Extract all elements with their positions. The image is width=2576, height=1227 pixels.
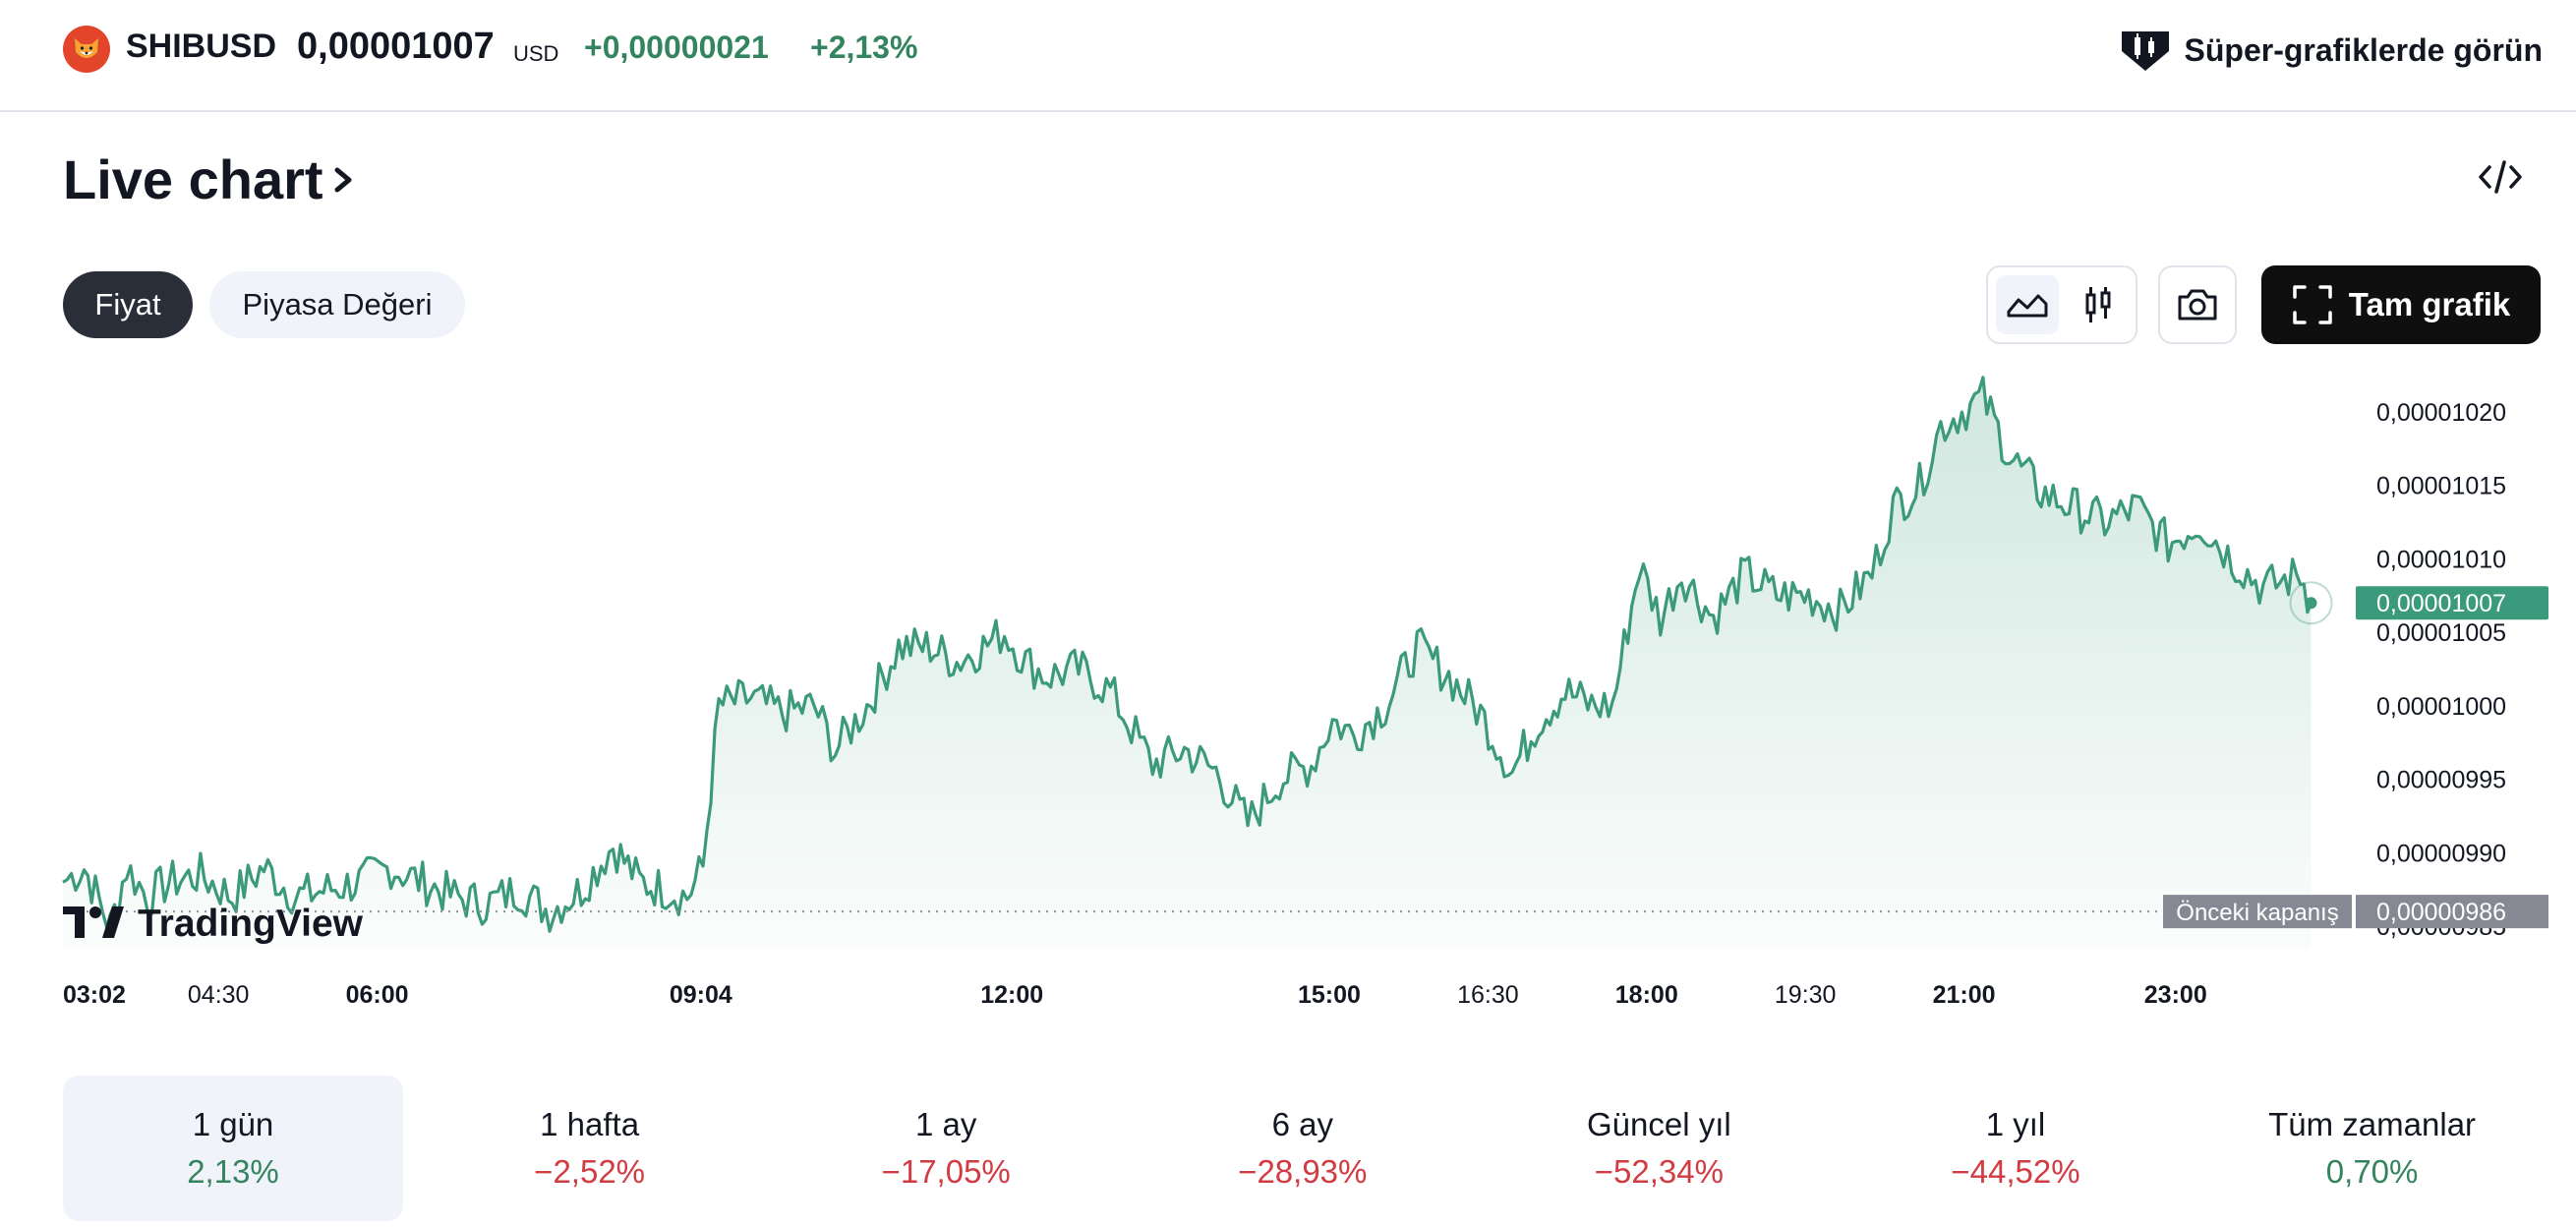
y-tick-label: 0,00000990: [2376, 840, 2506, 867]
price-markers: 0,00000986 0,00001007: [2289, 581, 2548, 929]
y-tick-label: 0,00001020: [2376, 399, 2506, 427]
price-area-group: [62, 376, 2313, 950]
live-chart-title-text: Live chart: [63, 148, 323, 210]
ticker-symbol: SHIBUSD: [126, 28, 277, 65]
candlestick-icon: [2085, 287, 2111, 322]
super-charts-link[interactable]: Süper-grafiklerde görün: [2118, 24, 2544, 77]
x-tick-label: 12:00: [980, 981, 1043, 1009]
super-charts-label: Süper-grafiklerde görün: [2184, 31, 2544, 68]
previous-close-value-badge: [2356, 895, 2548, 929]
price-change-absolute: +0,00000021: [584, 29, 769, 65]
range-option-label: 1 gün: [192, 1106, 274, 1142]
x-tick-label: 23:00: [2144, 981, 2207, 1009]
current-price-dot: [2305, 597, 2317, 610]
range-option[interactable]: Güncel yıl −52,34%: [1489, 1076, 1829, 1221]
price-currency: USD: [513, 41, 559, 66]
fullscreen-icon: [2293, 285, 2332, 324]
price-chart[interactable]: Önceki kapanış 0,000010200,000010150,000…: [0, 374, 2576, 1022]
x-axis: 03:02 04:30 06:00 09:04 12:00 15:00 16:30 18:00…: [63, 981, 2207, 1009]
range-option[interactable]: 1 yıl −44,52%: [1845, 1076, 2186, 1221]
x-tick-label: 09:04: [670, 981, 732, 1009]
range-option-change: −17,05%: [881, 1153, 1011, 1190]
x-tick-label: 06:00: [346, 981, 409, 1009]
range-option[interactable]: 1 hafta −2,52%: [420, 1076, 760, 1221]
full-chart-label: Tam grafik: [2348, 286, 2511, 322]
tradingview-watermark: TradingView: [63, 903, 364, 945]
y-tick-label: 0,00000995: [2376, 767, 2506, 794]
candlestick-chart-button[interactable]: [2067, 275, 2130, 334]
y-tick-label: 0,00001000: [2376, 693, 2506, 721]
range-option-label: 6 ay: [1271, 1106, 1333, 1142]
snapshot-button[interactable]: [2158, 265, 2237, 344]
x-tick-label: 21:00: [1933, 981, 1996, 1009]
tab-market-cap[interactable]: Piyasa Değeri: [209, 271, 465, 338]
symbol-header: SHIBUSD 0,00001007 USD +0,00000021 +2,13…: [0, 0, 2576, 112]
range-selector: 1 gün 2,13% 1 hafta −2,52% 1 ay −17,05% 6 ay −2…: [63, 1076, 2576, 1221]
price-line: [62, 376, 2313, 933]
range-option[interactable]: Tüm zamanlar 0,70%: [2202, 1076, 2543, 1221]
full-chart-button[interactable]: Tam grafik: [2261, 265, 2541, 344]
previous-close-value: 0,00000986: [2376, 899, 2506, 926]
x-tick-label: 18:00: [1615, 981, 1678, 1009]
previous-close-group: Önceki kapanış: [63, 895, 2352, 929]
range-option-change: 0,70%: [2325, 1153, 2419, 1190]
tradingview-wordmark: TradingView: [138, 903, 364, 945]
x-tick-label: 04:30: [188, 981, 250, 1009]
current-price-badge: [2356, 586, 2548, 620]
range-option-label: 1 hafta: [540, 1106, 640, 1142]
range-option[interactable]: 6 ay −28,93%: [1133, 1076, 1473, 1221]
super-charts-icon: [2121, 31, 2169, 71]
y-tick-label: 0,00001005: [2376, 619, 2506, 647]
area-chart-icon: [2007, 294, 2048, 318]
x-tick-label: 03:02: [63, 981, 126, 1009]
range-option-change: −44,52%: [1951, 1153, 2080, 1190]
price-area-fill: [63, 377, 2312, 950]
range-option-label: Tüm zamanlar: [2268, 1106, 2477, 1142]
range-option-label: 1 yıl: [1985, 1106, 2046, 1142]
previous-close-title: Önceki kapanış: [2176, 900, 2338, 926]
range-option-change: −2,52%: [534, 1153, 646, 1190]
range-option-change: 2,13%: [187, 1153, 279, 1190]
area-chart-button[interactable]: [1996, 275, 2059, 334]
tab-price[interactable]: Fiyat: [63, 271, 193, 338]
range-option[interactable]: 1 ay −17,05%: [776, 1076, 1116, 1221]
price-change-percent: +2,13%: [810, 29, 918, 65]
range-option-change: −52,34%: [1594, 1153, 1724, 1190]
last-price: 0,00001007: [297, 26, 495, 67]
tradingview-logo-icon: [63, 906, 124, 938]
current-price-value: 0,00001007: [2376, 590, 2506, 617]
x-tick-label: 15:00: [1298, 981, 1361, 1009]
x-tick-label: 16:30: [1457, 981, 1519, 1009]
y-axis: 0,00001020 0,00001015 0,00001010 0,00001005…: [2376, 399, 2506, 941]
current-price-halo: [2289, 581, 2333, 625]
previous-close-title-badge: [2163, 895, 2352, 929]
range-option[interactable]: 1 gün 2,13%: [63, 1076, 403, 1221]
shiba-inu-icon: [63, 26, 110, 73]
y-tick-label: 0,00001010: [2376, 546, 2506, 573]
range-option-label: Güncel yıl: [1587, 1106, 1731, 1142]
live-chart-title[interactable]: Live chart: [63, 147, 357, 211]
x-tick-label: 19:30: [1775, 981, 1837, 1009]
camera-icon: [2178, 289, 2217, 321]
code-embed-icon[interactable]: [2478, 157, 2523, 197]
y-tick-label: 0,00001015: [2376, 473, 2506, 500]
chart-style-toggle: [1986, 265, 2137, 344]
range-option-label: 1 ay: [915, 1106, 977, 1142]
chevron-right-icon: [334, 167, 352, 192]
range-option-change: −28,93%: [1238, 1153, 1368, 1190]
